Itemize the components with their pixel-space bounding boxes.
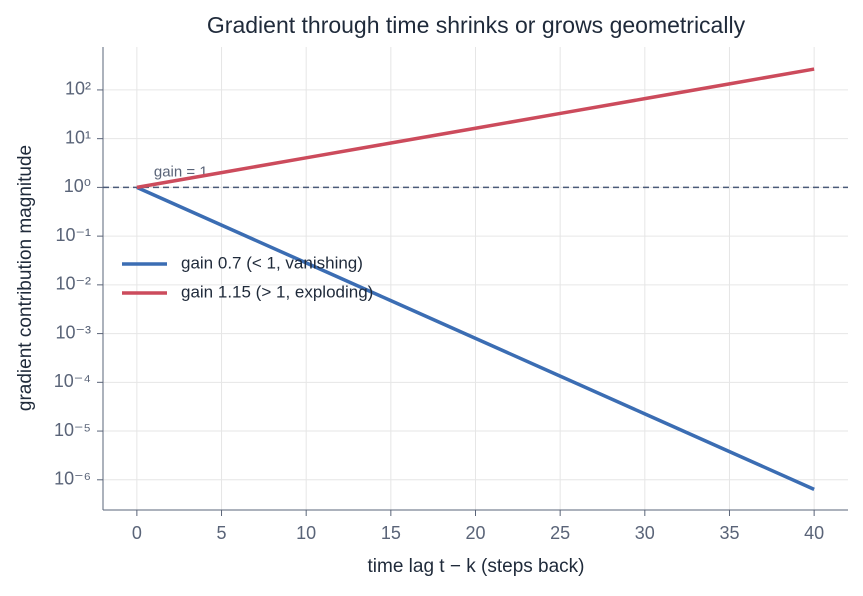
y-tick-label: 10⁻¹ [55, 225, 91, 245]
x-tick-label: 30 [635, 523, 655, 543]
x-tick-label: 15 [381, 523, 401, 543]
x-axis-label: time lag t − k (steps back) [368, 556, 585, 577]
x-tick-label: 35 [719, 523, 739, 543]
y-tick-label: 10⁻⁵ [54, 420, 91, 440]
y-tick-label: 10¹ [65, 127, 91, 147]
y-tick-label: 10⁻⁶ [54, 469, 91, 489]
y-tick-label: 10⁻³ [55, 322, 91, 342]
x-tick-label: 40 [804, 523, 824, 543]
y-axis-label: gradient contribution magnitude [15, 145, 36, 411]
y-tick-label: 10⁻² [55, 274, 91, 294]
data-line [136, 185, 815, 491]
y-tick-label: 10⁰ [64, 176, 91, 196]
y-tick-label: 10⁻⁴ [54, 371, 91, 391]
x-tick-label: 10 [296, 523, 316, 543]
legend-label: gain 1.15 (> 1, exploding) [181, 282, 373, 301]
x-tick-label: 0 [132, 523, 142, 543]
x-tick-label: 5 [217, 523, 227, 543]
data-line [136, 67, 815, 190]
chart-title: Gradient through time shrinks or grows g… [207, 12, 746, 38]
x-tick-label: 25 [550, 523, 570, 543]
legend-label: gain 0.7 (< 1, vanishing) [181, 253, 363, 272]
x-tick-label: 20 [465, 523, 485, 543]
y-tick-label: 10² [65, 79, 91, 99]
